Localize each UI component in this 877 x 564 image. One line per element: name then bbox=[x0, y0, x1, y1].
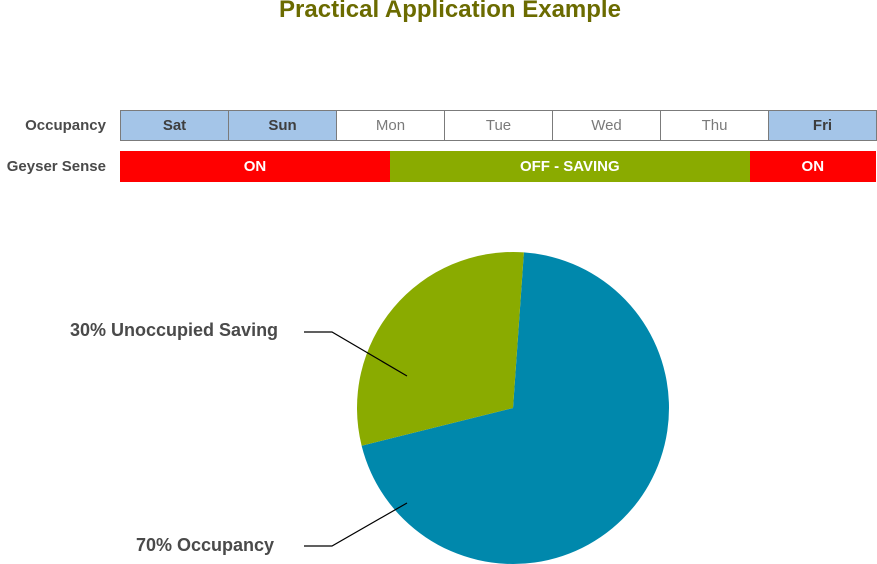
geyser-row-label: Geyser Sense bbox=[6, 158, 106, 175]
leader-line-saving bbox=[304, 331, 408, 377]
leader-line-occupancy bbox=[304, 502, 408, 547]
day-cell-wed: Wed bbox=[552, 110, 661, 141]
occupancy-row-label: Occupancy bbox=[25, 117, 106, 134]
pie-slice-saving bbox=[357, 251, 524, 446]
geyser-segment-on-2: ON bbox=[749, 151, 876, 182]
day-cell-sat: Sat bbox=[120, 110, 229, 141]
day-cell-tue: Tue bbox=[444, 110, 553, 141]
geyser-segment-on-0: ON bbox=[120, 151, 390, 182]
day-cell-sun: Sun bbox=[228, 110, 337, 141]
pie-label-saving: 30% Unoccupied Saving bbox=[70, 320, 279, 340]
pie-slice-occupancy bbox=[361, 252, 669, 564]
geyser-segment-off-1: OFF - SAVING bbox=[390, 151, 750, 182]
pie-label-occupancy: 70% Occupancy bbox=[136, 535, 275, 555]
day-cell-mon: Mon bbox=[336, 110, 445, 141]
page-title: Practical Application Example bbox=[279, 0, 621, 23]
day-cell-thu: Thu bbox=[660, 110, 769, 141]
day-cell-fri: Fri bbox=[768, 110, 877, 141]
